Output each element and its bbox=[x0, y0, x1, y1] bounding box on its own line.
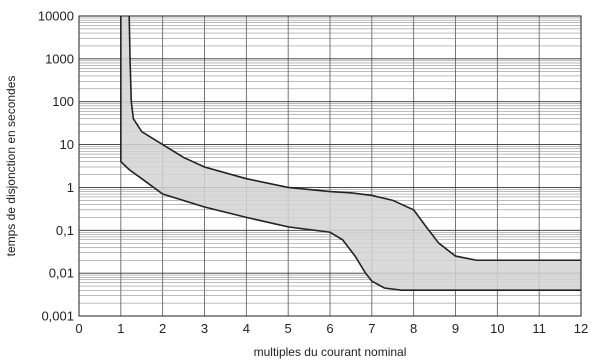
y-axis-title: temps de disjonction en secondes bbox=[4, 76, 18, 257]
upper-limit-curve bbox=[128, 15, 581, 262]
x-tick-label: 9 bbox=[452, 321, 459, 336]
x-tick-label: 3 bbox=[201, 321, 208, 336]
x-tick-label: 10 bbox=[490, 321, 504, 336]
y-tick-label: 0,1 bbox=[56, 223, 74, 238]
x-axis-tick-labels: 0 1 2 3 4 5 6 7 8 9 10 11 12 bbox=[75, 321, 588, 336]
x-tick-label: 7 bbox=[368, 321, 375, 336]
x-tick-label: 4 bbox=[243, 321, 250, 336]
plot-frame bbox=[78, 15, 582, 317]
y-tick-label: 100 bbox=[52, 94, 74, 109]
x-tick-label: 12 bbox=[574, 321, 588, 336]
x-tick-label: 0 bbox=[75, 321, 82, 336]
x-axis-title: multiples du courant nominal bbox=[254, 345, 407, 359]
y-tick-label: 0,001 bbox=[41, 309, 74, 324]
x-tick-label: 6 bbox=[326, 321, 333, 336]
y-tick-label: 10 bbox=[60, 137, 74, 152]
lower-limit-curve bbox=[120, 16, 581, 291]
x-tick-label: 2 bbox=[159, 321, 166, 336]
tripping-band-fill bbox=[120, 16, 581, 291]
y-tick-label: 10000 bbox=[38, 9, 74, 24]
y-axis-tick-labels: 10000 1000 100 10 1 0,1 0,01 0,001 bbox=[38, 9, 74, 324]
x-tick-label: 5 bbox=[285, 321, 292, 336]
x-tick-label: 8 bbox=[410, 321, 417, 336]
y-tick-label: 1 bbox=[67, 180, 74, 195]
y-tick-label: 0,01 bbox=[49, 266, 74, 281]
x-tick-label: 1 bbox=[117, 321, 124, 336]
x-tick-label: 11 bbox=[532, 321, 546, 336]
y-tick-label: 1000 bbox=[45, 51, 74, 66]
